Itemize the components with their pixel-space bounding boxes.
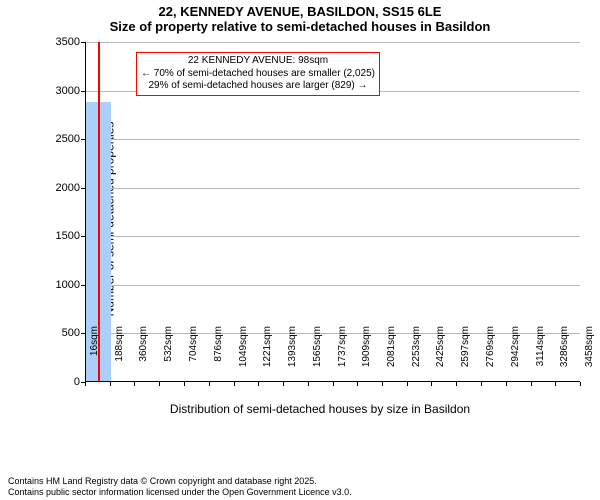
- x-tick-mark: [481, 382, 482, 386]
- x-tick-mark: [110, 382, 111, 386]
- x-tick-mark: [159, 382, 160, 386]
- x-tick-mark: [134, 382, 135, 386]
- x-tick-mark: [555, 382, 556, 386]
- x-tick-label: 704sqm: [188, 326, 199, 386]
- x-tick-label: 2425sqm: [435, 326, 446, 386]
- y-tick-mark: [81, 285, 85, 286]
- chart-container: Number of semi-detached properties 22 KE…: [60, 42, 580, 412]
- x-tick-mark: [407, 382, 408, 386]
- y-tick-label: 3000: [56, 85, 80, 97]
- x-tick-mark: [580, 382, 581, 386]
- gridline: [86, 333, 580, 334]
- y-tick-mark: [81, 333, 85, 334]
- annotation-line: 29% of semi-detached houses are larger (…: [141, 80, 375, 93]
- annotation-box: 22 KENNEDY AVENUE: 98sqm← 70% of semi-de…: [136, 52, 380, 96]
- y-tick-mark: [81, 236, 85, 237]
- x-tick-mark: [283, 382, 284, 386]
- x-tick-label: 16sqm: [89, 326, 100, 386]
- y-tick-label: 2500: [56, 133, 80, 145]
- x-tick-label: 2769sqm: [485, 326, 496, 386]
- x-tick-mark: [357, 382, 358, 386]
- y-tick-mark: [81, 188, 85, 189]
- chart-title-line2: Size of property relative to semi-detach…: [0, 19, 600, 34]
- x-tick-label: 1565sqm: [312, 326, 323, 386]
- x-tick-mark: [382, 382, 383, 386]
- y-tick-label: 0: [74, 376, 80, 388]
- x-tick-label: 1393sqm: [287, 326, 298, 386]
- annotation-line: ← 70% of semi-detached houses are smalle…: [141, 68, 375, 81]
- x-tick-mark: [308, 382, 309, 386]
- x-tick-label: 532sqm: [163, 326, 174, 386]
- x-tick-mark: [431, 382, 432, 386]
- gridline: [86, 285, 580, 286]
- gridline: [86, 42, 580, 43]
- x-tick-label: 876sqm: [213, 326, 224, 386]
- x-tick-label: 3114sqm: [535, 326, 546, 386]
- x-tick-label: 3458sqm: [584, 326, 595, 386]
- footer-line1: Contains HM Land Registry data © Crown c…: [8, 476, 352, 487]
- y-tick-mark: [81, 139, 85, 140]
- footer-line2: Contains public sector information licen…: [8, 487, 352, 498]
- x-tick-mark: [506, 382, 507, 386]
- gridline: [86, 139, 580, 140]
- plot-area: 22 KENNEDY AVENUE: 98sqm← 70% of semi-de…: [85, 42, 580, 382]
- x-tick-mark: [333, 382, 334, 386]
- gridline: [86, 188, 580, 189]
- x-tick-label: 2942sqm: [510, 326, 521, 386]
- chart-title-block: 22, KENNEDY AVENUE, BASILDON, SS15 6LE S…: [0, 0, 600, 34]
- y-tick-label: 500: [62, 327, 80, 339]
- y-tick-label: 1000: [56, 279, 80, 291]
- x-tick-mark: [209, 382, 210, 386]
- x-tick-label: 1909sqm: [361, 326, 372, 386]
- annotation-line: 22 KENNEDY AVENUE: 98sqm: [141, 55, 375, 68]
- x-axis-label: Distribution of semi-detached houses by …: [60, 402, 580, 416]
- chart-title-line1: 22, KENNEDY AVENUE, BASILDON, SS15 6LE: [0, 4, 600, 19]
- x-tick-mark: [258, 382, 259, 386]
- y-tick-mark: [81, 42, 85, 43]
- x-tick-label: 1221sqm: [262, 326, 273, 386]
- y-tick-label: 1500: [56, 230, 80, 242]
- gridline: [86, 236, 580, 237]
- x-tick-mark: [456, 382, 457, 386]
- x-tick-label: 1049sqm: [238, 326, 249, 386]
- footer-attribution: Contains HM Land Registry data © Crown c…: [8, 476, 352, 498]
- x-tick-mark: [184, 382, 185, 386]
- x-tick-label: 1737sqm: [337, 326, 348, 386]
- y-tick-label: 2000: [56, 182, 80, 194]
- x-tick-mark: [234, 382, 235, 386]
- x-tick-label: 2081sqm: [386, 326, 397, 386]
- x-tick-label: 2597sqm: [460, 326, 471, 386]
- x-tick-label: 2253sqm: [411, 326, 422, 386]
- y-tick-mark: [81, 91, 85, 92]
- x-tick-label: 3286sqm: [559, 326, 570, 386]
- x-tick-mark: [531, 382, 532, 386]
- x-tick-label: 188sqm: [114, 326, 125, 386]
- x-tick-mark: [85, 382, 86, 386]
- y-tick-label: 3500: [56, 36, 80, 48]
- x-tick-label: 360sqm: [138, 326, 149, 386]
